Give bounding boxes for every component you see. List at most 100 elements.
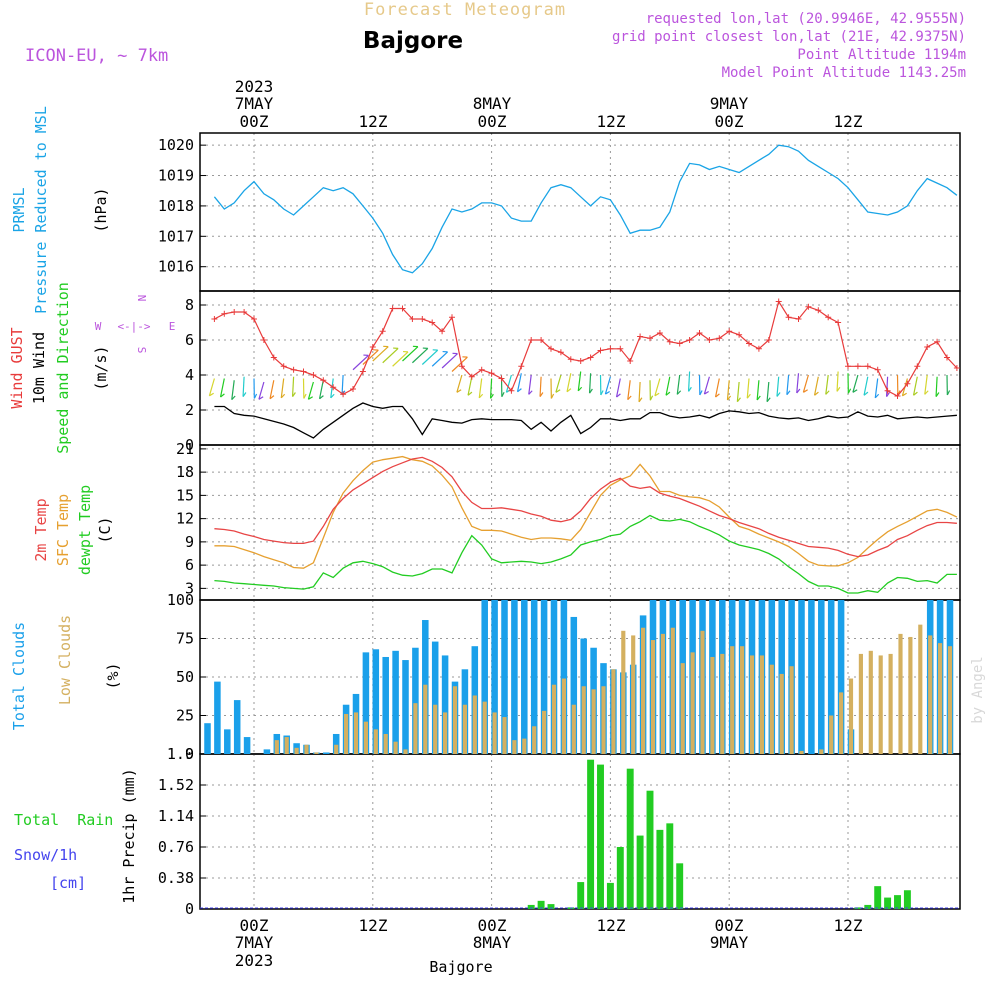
wind-arrow — [767, 382, 769, 402]
ytick-label: 12 — [176, 510, 194, 528]
low-cloud-bar — [552, 685, 556, 754]
ytick-label: 6 — [185, 331, 194, 349]
rain-bar — [617, 847, 624, 909]
rain-bar — [637, 836, 644, 909]
total-cloud-bar — [323, 752, 330, 754]
low-cloud-bar — [532, 726, 536, 754]
ytick-label: 1.14 — [158, 807, 194, 825]
top-date-8may: 8MAY — [473, 94, 512, 113]
low-cloud-bar — [295, 748, 299, 754]
rain-bar — [884, 898, 891, 909]
low-cloud-bar — [631, 635, 635, 754]
low-cloud-bar — [918, 625, 922, 754]
rain-label: Total Rain — [14, 811, 113, 829]
location-title: Bajgore — [363, 28, 463, 54]
low-cloud-bar — [601, 686, 605, 754]
wind-arrow — [243, 377, 244, 397]
low-cloud-bar — [651, 640, 655, 754]
low-cloud-bar — [374, 729, 378, 754]
sfc-label: SFC Temp — [54, 494, 72, 566]
low-cloud-bar — [740, 646, 744, 754]
chart-title: Forecast Meteogram — [364, 0, 566, 20]
ytick-label: 4 — [185, 366, 194, 384]
precip-unit: 1hr Precip (mm) — [120, 768, 138, 903]
prmsl-label: PRMSL — [10, 187, 28, 232]
wind10-line — [214, 403, 957, 438]
low-cloud-bar — [908, 637, 912, 754]
ytick-label: 1018 — [158, 197, 194, 215]
low-cloud-bar — [394, 742, 398, 754]
wind-arrow — [442, 354, 457, 368]
bottom-hour-36: 12Z — [597, 916, 626, 935]
low-cloud-bar — [849, 679, 853, 754]
rain-bar — [607, 883, 614, 909]
wind-arrow — [737, 382, 739, 402]
top-hour-12: 12Z — [359, 112, 388, 131]
model-label: ICON-EU, ~ 7km — [25, 46, 168, 66]
ytick-label: 50 — [176, 668, 194, 686]
ytick-label: 1017 — [158, 227, 194, 245]
wind-arrow — [787, 375, 789, 395]
snow-unit: [cm] — [50, 874, 86, 892]
bottom-year: 2023 — [235, 951, 274, 970]
total-cloud-bar — [808, 600, 815, 754]
wind-dir-label: Speed and Direction — [54, 282, 72, 454]
precip-labels: Total Rain Snow/1h [cm] 1hr Precip (mm) — [14, 768, 138, 903]
requested-coords: requested lon,lat (20.9946E, 42.9555N) — [646, 11, 966, 27]
rain-bar — [666, 823, 673, 909]
model-altitude: Model Point Altitude 1143.25m — [722, 65, 966, 81]
low-cloud-bar — [859, 654, 863, 754]
ytick-label: 8 — [185, 296, 194, 314]
panel-frame — [200, 133, 960, 291]
dew-label: dewpt Temp — [76, 485, 94, 575]
ytick-label: 0 — [185, 900, 194, 918]
low-cloud-bar — [572, 705, 576, 754]
wind-arrow — [540, 377, 541, 397]
wind-arrow — [639, 382, 640, 402]
wind-arrow — [403, 347, 418, 361]
low-cloud-bar — [730, 646, 734, 754]
pressure-line — [214, 145, 957, 273]
ytick-label: 21 — [176, 440, 194, 458]
bottom-hour-60: 12Z — [834, 916, 863, 935]
low-cloud-bar — [829, 716, 833, 755]
total-cloud-bar — [204, 723, 211, 754]
low-cloud-bar — [889, 654, 893, 754]
gust-label: Wind GUST — [8, 327, 26, 408]
low-cloud-bar — [562, 679, 566, 754]
rose-east: E — [169, 320, 176, 333]
low-clouds-label: Low Clouds — [56, 615, 74, 705]
low-cloud-bar — [770, 665, 774, 754]
wind-arrow — [747, 379, 749, 399]
rain-bar — [627, 769, 634, 909]
ytick-label: 75 — [176, 630, 194, 648]
rose-west: W — [95, 320, 102, 333]
low-cloud-bar — [869, 651, 873, 754]
rain-bar — [597, 765, 604, 909]
low-cloud-bar — [453, 686, 457, 754]
wind-arrow — [432, 352, 447, 366]
low-cloud-bar — [423, 685, 427, 754]
ytick-label: 1.9 — [167, 745, 194, 763]
rose-south: S — [135, 347, 148, 354]
low-cloud-bar — [948, 646, 952, 754]
low-cloud-bar — [710, 657, 714, 754]
ytick-label: 2 — [185, 401, 194, 419]
wind-arrow — [491, 379, 492, 399]
low-cloud-bar — [522, 739, 526, 754]
low-cloud-bar — [621, 631, 625, 754]
wind-arrow — [393, 352, 408, 366]
low-cloud-bar — [304, 745, 308, 754]
ytick-label: 18 — [176, 463, 194, 481]
rain-bar — [656, 830, 663, 909]
low-cloud-bar — [780, 674, 784, 754]
ytick-label: 100 — [167, 591, 194, 609]
wind-arrow — [590, 373, 591, 393]
total-cloud-bar — [264, 749, 271, 754]
ytick-label: 9 — [185, 533, 194, 551]
rain-bar — [874, 886, 881, 909]
cloud-labels: Total Clouds Low Clouds (%) — [10, 615, 122, 730]
low-cloud-bar — [582, 686, 586, 754]
wind10-label: 10m Wind — [30, 332, 48, 404]
